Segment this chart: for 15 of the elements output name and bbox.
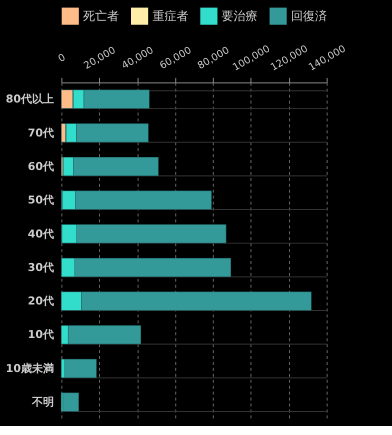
y-tick-label: 20代 [28, 294, 54, 308]
legend-label: 死亡者 [83, 9, 120, 24]
x-tick-label: 0 [56, 52, 68, 65]
legend-label: 要治療 [222, 9, 258, 24]
legend-label: 回復済 [291, 9, 328, 24]
y-tick-label: 60代 [28, 160, 54, 173]
y-tick-label: 10歳未満 [6, 362, 54, 375]
y-tick-label: 不明 [30, 396, 54, 409]
y-tick-label: 80代以上 [6, 92, 54, 106]
y-tick-label: 40代 [28, 227, 54, 240]
y-tick-label: 70代 [28, 126, 54, 140]
legend-label: 重症者 [152, 9, 188, 24]
y-tick-label: 10代 [28, 328, 54, 342]
y-tick-label: 30代 [28, 260, 54, 274]
y-tick-label: 50代 [28, 194, 54, 207]
